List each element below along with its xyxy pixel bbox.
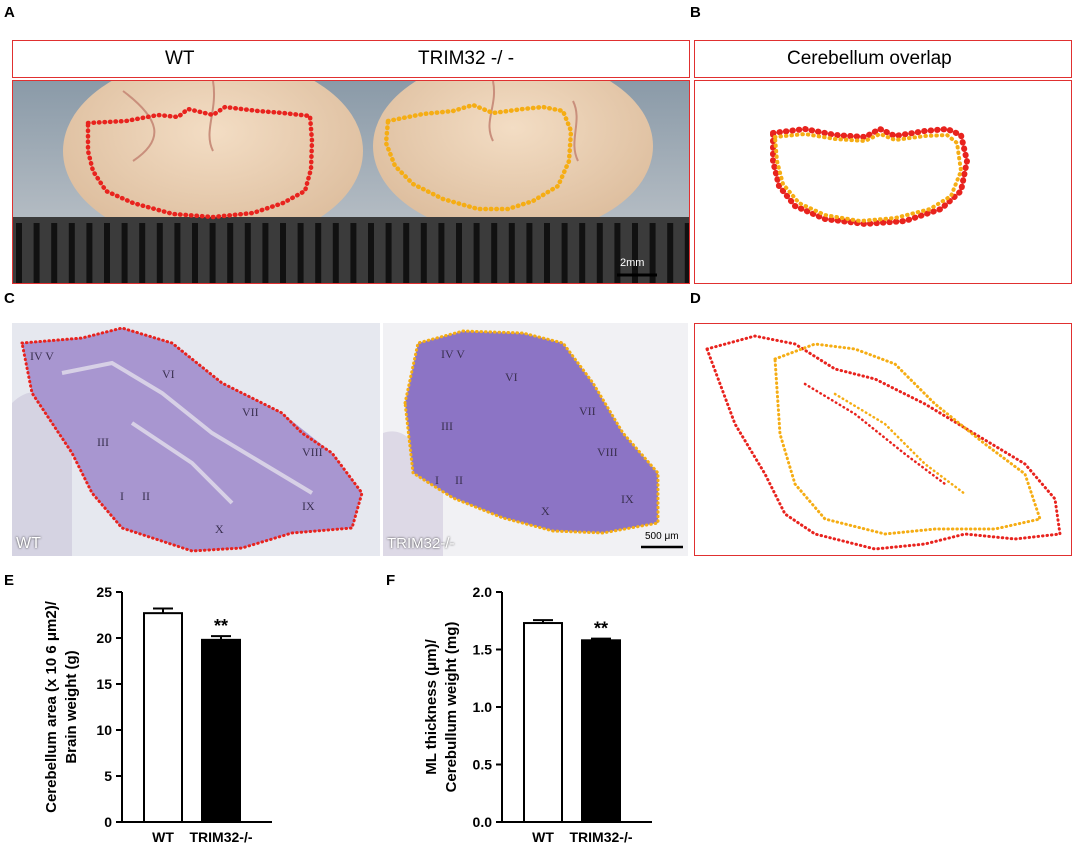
panel-c-wt-label: WT <box>16 535 41 552</box>
svg-text:X: X <box>215 522 224 536</box>
svg-text:VI: VI <box>162 367 175 381</box>
section-overlap-drawing <box>705 334 1062 551</box>
panel-a-header-ko: TRIM32 -/ - <box>418 48 515 69</box>
svg-text:IX: IX <box>621 492 634 506</box>
svg-text:X: X <box>541 504 550 518</box>
svg-text:IX: IX <box>302 499 315 513</box>
ko-section-drawing: IV V VI VII VIII III I II IX X <box>383 323 688 556</box>
svg-text:II: II <box>455 473 463 487</box>
chart-f-category-label: WT <box>532 829 554 845</box>
chart-e-significance: ** <box>214 616 228 636</box>
panel-label-b: B <box>690 4 701 21</box>
svg-text:VIII: VIII <box>597 445 618 459</box>
panel-a-brain-photo: 2mm <box>12 80 690 284</box>
panel-b-header <box>694 40 1072 78</box>
chart-e-tick-label: 15 <box>96 676 112 692</box>
panel-c-ko-section: IV V VI VII VIII III I II IX X TRIM32-/-… <box>383 323 688 556</box>
chart-e-tick-label: 20 <box>96 630 112 646</box>
chart-f-category-label: TRIM32-/- <box>570 829 633 845</box>
chart-e-tick-label: 25 <box>96 584 112 600</box>
panel-a-header-wt: WT <box>165 48 195 69</box>
panel-label-d: D <box>690 290 701 307</box>
panel-a-header <box>12 40 690 78</box>
chart-f: 0.0 0.5 1.0 1.5 2.0 WT TRIM32-/- ** ML thickness… <box>423 584 652 845</box>
panel-a-scale-bar-label: 2mm <box>620 257 645 269</box>
chart-f-ylabel-line1: ML thickness (μm)/ <box>423 638 440 774</box>
brain-photo-drawing <box>13 81 689 283</box>
chart-e-bar-0 <box>143 612 183 823</box>
panel-label-c: C <box>4 290 15 307</box>
svg-text:II: II <box>142 489 150 503</box>
chart-e: 0 5 10 15 20 25 WT TRIM32-/- ** Cerebellum area (… <box>43 584 272 845</box>
svg-text:IV V: IV V <box>30 349 54 363</box>
svg-text:VI: VI <box>505 370 518 384</box>
panel-label-e: E <box>4 572 15 589</box>
wt-cerebellum-outline <box>85 104 315 220</box>
chart-e-ylabel-line1: Cerebellum area (x 10 6 μm2)/ <box>43 600 60 813</box>
chart-e-ylabel-line2: Brain weight (g) <box>63 650 80 763</box>
panel-c-ko-label: TRIM32-/- <box>387 535 455 552</box>
chart-f-significance: ** <box>594 619 608 639</box>
chart-f-bar-1 <box>581 639 621 823</box>
panel-c-scale-bar-label: 500 μm <box>645 531 679 542</box>
chart-e-tick-label: 0 <box>104 814 112 830</box>
svg-text:I: I <box>435 473 439 487</box>
panel-b-header-text: Cerebellum overlap <box>787 48 952 69</box>
ko-cerebellum-outline <box>383 102 574 212</box>
chart-e-tick-label: 5 <box>104 768 112 784</box>
panel-c-wt-section: IV V VI VII VIII III I II IX X WT <box>12 323 380 556</box>
svg-text:III: III <box>441 419 453 433</box>
chart-f-ylabel-line2: Cerebullum weight (mg) <box>443 622 460 793</box>
chart-f-bar-0 <box>523 622 563 823</box>
svg-text:I: I <box>120 489 124 503</box>
chart-e-bar-1 <box>201 638 241 824</box>
chart-f-tick-label: 0.0 <box>473 814 493 830</box>
panel-d-overlap-frame <box>694 323 1072 556</box>
svg-text:III: III <box>97 435 109 449</box>
svg-text:VIII: VIII <box>302 445 323 459</box>
chart-e-category-label: WT <box>152 829 174 845</box>
overlap-drawing <box>770 125 971 228</box>
panel-b-overlap-frame <box>694 80 1072 284</box>
svg-text:VII: VII <box>242 405 259 419</box>
wt-section-drawing: IV V VI VII VIII III I II IX X <box>12 323 380 556</box>
svg-text:VII: VII <box>579 404 596 418</box>
chart-e-tick-label: 10 <box>96 722 112 738</box>
svg-text:IV V: IV V <box>441 347 465 361</box>
chart-f-tick-label: 1.0 <box>473 699 493 715</box>
chart-f-tick-label: 2.0 <box>473 584 493 600</box>
panel-label-a: A <box>4 4 15 21</box>
panel-label-f: F <box>386 572 396 589</box>
chart-f-tick-label: 1.5 <box>473 642 493 658</box>
chart-e-category-label: TRIM32-/- <box>190 829 253 845</box>
chart-f-tick-label: 0.5 <box>473 757 493 773</box>
